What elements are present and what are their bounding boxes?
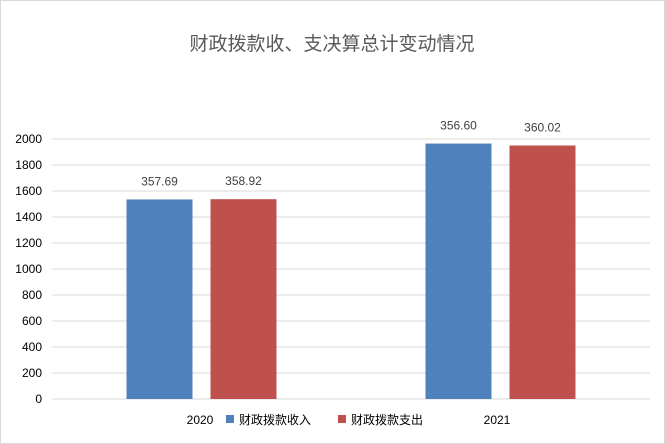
legend-swatch bbox=[226, 415, 234, 423]
data-label: 358.92 bbox=[225, 174, 262, 188]
y-tick-label: 2000 bbox=[15, 132, 42, 146]
data-label: 360.02 bbox=[524, 121, 561, 135]
legend-label: 财政拨款收入 bbox=[239, 413, 311, 427]
bar-2020-income bbox=[126, 199, 193, 399]
y-tick-label: 1200 bbox=[15, 236, 42, 250]
legend: 财政拨款收入 财政拨款支出 bbox=[226, 413, 423, 427]
y-tick-label: 1400 bbox=[15, 210, 42, 224]
y-tick-label: 800 bbox=[22, 288, 42, 302]
y-tick-label: 1000 bbox=[15, 262, 42, 276]
bar-2021-income bbox=[425, 143, 492, 399]
y-axis: 0 200 400 600 800 1000 1200 1400 1600 1800 2000 bbox=[15, 132, 42, 406]
y-tick-label: 400 bbox=[22, 340, 42, 354]
data-label: 357.69 bbox=[141, 174, 178, 188]
legend-label: 财政拨款支出 bbox=[351, 413, 423, 427]
legend-swatch bbox=[338, 415, 346, 423]
bar-2020-expenditure bbox=[210, 199, 277, 399]
y-tick-label: 1800 bbox=[15, 158, 42, 172]
y-tick-label: 200 bbox=[22, 366, 42, 380]
x-category-label: 2020 bbox=[187, 413, 214, 427]
chart-title: 财政拨款收、支决算总计变动情况 bbox=[189, 33, 474, 55]
bars bbox=[126, 143, 576, 399]
x-category-label: 2021 bbox=[484, 413, 511, 427]
data-label: 356.60 bbox=[440, 119, 477, 133]
bar-2021-expenditure bbox=[509, 145, 576, 399]
y-tick-label: 600 bbox=[22, 314, 42, 328]
y-tick-label: 0 bbox=[35, 392, 42, 406]
y-tick-label: 1600 bbox=[15, 184, 42, 198]
data-labels: 357.69 358.92 356.60 360.02 bbox=[141, 119, 561, 189]
x-axis: 2020 2021 bbox=[187, 413, 511, 427]
